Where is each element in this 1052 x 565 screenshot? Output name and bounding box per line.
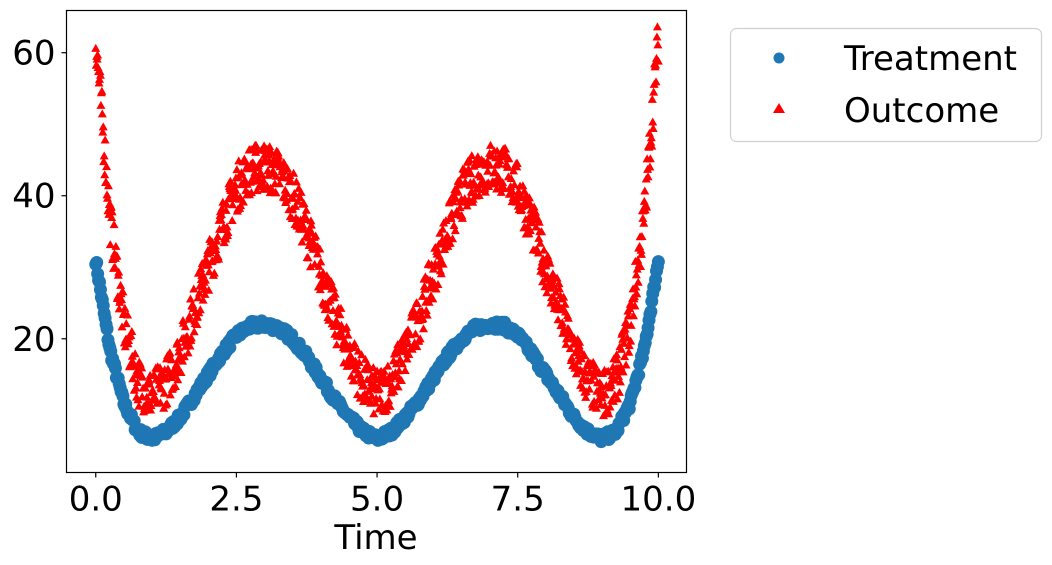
x-tick-label: 7.5 (491, 480, 545, 520)
legend-triangle-marker-icon (773, 103, 785, 113)
plot-data-points (89, 22, 665, 449)
legend-circle-marker-icon (773, 52, 785, 64)
x-tick-label: 10.0 (621, 480, 697, 520)
legend-box (729, 27, 1043, 143)
x-axis-label: Time (333, 518, 417, 558)
legend-label-treatment: Treatment (843, 39, 1017, 79)
y-tick-label: 40 (12, 177, 55, 217)
x-axis-ticks: 0.0 2.5 5.0 7.5 10.0 (69, 472, 697, 520)
legend-label-outcome: Outcome (844, 91, 999, 131)
x-tick-label: 0.0 (69, 480, 123, 520)
y-tick-label: 60 (12, 34, 55, 74)
legend: Treatment Outcome (729, 27, 1043, 143)
x-tick-label: 5.0 (350, 480, 404, 520)
y-axis-ticks: 20 40 60 (12, 34, 67, 360)
x-tick-label: 2.5 (209, 480, 263, 520)
y-tick-label: 20 (12, 320, 55, 360)
